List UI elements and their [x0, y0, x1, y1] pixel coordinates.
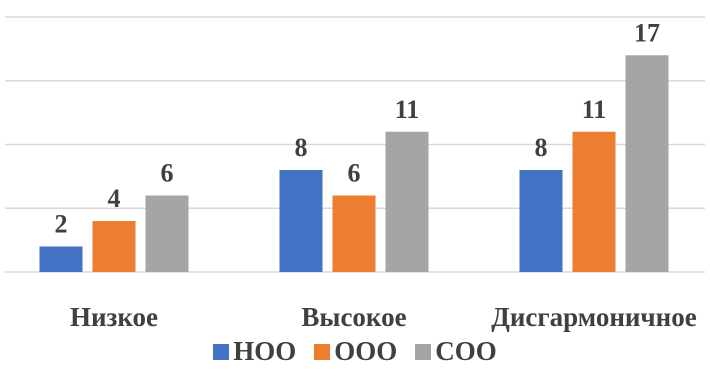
legend-label: НОО	[233, 336, 297, 366]
bar	[625, 55, 669, 272]
data-label: 17	[634, 18, 660, 47]
data-labels: 2 4 6 8 6 11 8 11 17	[55, 18, 661, 238]
legend-item: СОО	[415, 336, 497, 367]
data-label: 11	[395, 95, 420, 124]
data-label: 4	[108, 184, 121, 213]
legend: НОО ООО СОО	[0, 336, 710, 367]
data-label: 8	[295, 133, 308, 162]
legend-swatch	[213, 343, 230, 360]
bar	[279, 170, 323, 272]
data-label: 8	[535, 133, 548, 162]
category-label: Низкое	[70, 302, 158, 332]
legend-label: СОО	[435, 336, 497, 366]
bars	[39, 55, 669, 272]
data-label: 6	[161, 159, 174, 188]
category-label: Высокое	[301, 302, 406, 332]
data-label: 11	[582, 95, 607, 124]
category-labels: Низкое Высокое Дисгармоничное	[70, 302, 697, 332]
bar	[92, 221, 136, 272]
data-label: 2	[55, 210, 68, 239]
bar	[572, 131, 616, 272]
bar	[39, 246, 83, 272]
legend-item: ООО	[314, 336, 397, 367]
legend-swatch	[314, 343, 331, 360]
category-label: Дисгармоничное	[491, 302, 696, 332]
bar	[385, 131, 429, 272]
data-label: 6	[348, 159, 361, 188]
legend-swatch	[415, 343, 432, 360]
bar	[145, 195, 189, 272]
bar	[332, 195, 376, 272]
legend-label: ООО	[334, 336, 398, 366]
legend-item: НОО	[213, 336, 296, 367]
bar	[519, 170, 563, 272]
